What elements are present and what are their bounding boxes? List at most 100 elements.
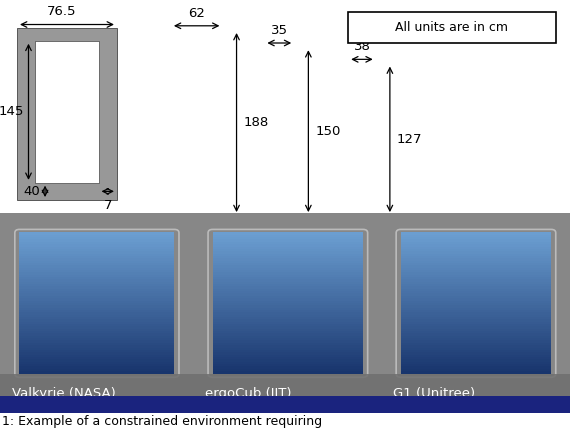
Bar [401,284,551,287]
Bar [19,272,174,275]
Bar [0,374,194,413]
Bar [19,371,174,374]
Bar [19,244,174,247]
Bar [19,235,174,237]
Bar [213,303,363,306]
Bar [19,359,174,362]
Bar [213,270,363,273]
Bar [401,357,551,360]
Bar [401,352,551,355]
Bar [401,294,551,296]
Bar [19,277,174,280]
Bar [19,256,174,259]
Bar [213,244,363,247]
Bar [213,246,363,249]
Bar [213,298,363,301]
Bar [194,374,382,413]
Bar [401,242,551,245]
Bar [401,355,551,357]
Bar [19,303,174,306]
Bar [19,362,174,364]
Bar [401,307,551,310]
Bar [401,235,551,237]
Bar [401,296,551,298]
Bar [401,280,551,282]
Bar [401,272,551,275]
Bar [19,347,174,350]
Bar [19,265,174,268]
Bar [401,331,551,334]
Bar [401,246,551,249]
Bar [19,267,174,270]
Bar [19,291,174,294]
Bar [213,326,363,329]
Bar [19,369,174,372]
Bar [19,312,174,315]
Bar [213,256,363,259]
Bar [213,307,363,310]
Bar [19,254,174,256]
Bar [401,254,551,256]
Bar [213,242,363,245]
Bar [213,235,363,237]
Bar [19,289,174,292]
Bar [19,329,174,332]
Bar [213,294,363,296]
Text: 145: 145 [0,105,24,118]
Bar [213,355,363,357]
Bar [19,251,174,254]
Bar [19,326,174,329]
Text: 40: 40 [24,185,40,198]
Bar [401,366,551,369]
Text: 35: 35 [271,24,288,37]
Bar [401,333,551,336]
Text: 38: 38 [353,40,370,53]
Bar [213,284,363,287]
Bar [213,319,363,322]
Bar [19,258,174,261]
Bar [213,338,363,341]
Bar [213,305,363,308]
Bar [401,343,551,346]
Bar [401,303,551,306]
Bar [401,326,551,329]
Bar [19,366,174,369]
Bar [401,350,551,353]
Bar [19,345,174,348]
Bar [213,315,363,317]
Bar [19,341,174,343]
Bar [19,280,174,282]
Bar [401,341,551,343]
Bar [401,270,551,273]
Bar [401,338,551,341]
Bar [213,301,363,303]
Bar [19,301,174,303]
Bar [213,352,363,355]
Bar [213,289,363,292]
Bar [213,291,363,294]
Bar [401,322,551,325]
Bar [213,331,363,334]
Bar [213,296,363,298]
Bar [17,28,117,200]
Bar [213,333,363,336]
Bar [19,331,174,334]
Bar [401,291,551,294]
Bar [213,237,363,240]
Bar [401,359,551,362]
Bar [401,319,551,322]
Bar [401,232,551,235]
Bar [401,240,551,242]
Text: 76.5: 76.5 [47,6,76,18]
Bar [19,261,174,264]
Bar [401,364,551,367]
Bar [0,213,194,413]
Bar [401,275,551,277]
Bar [401,336,551,338]
Bar [19,275,174,277]
Bar [213,362,363,364]
Bar [19,270,174,273]
Bar [213,329,363,332]
Text: 127: 127 [397,133,422,146]
Text: All units are in cm: All units are in cm [395,21,508,34]
